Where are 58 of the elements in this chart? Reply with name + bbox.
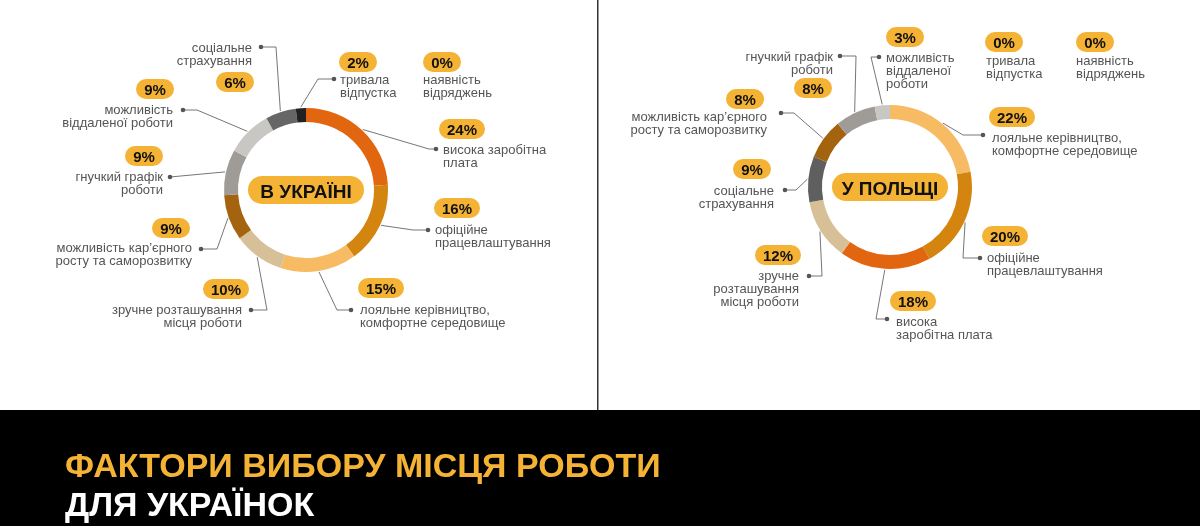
- slice-label: гнучкий графік роботи: [75, 168, 164, 197]
- slice-label: лояльне керівництво, комфортне середовище: [992, 129, 1138, 158]
- text: 0%: [431, 53, 453, 71]
- data-label: 8%: [802, 79, 824, 97]
- data-label: 8%: [734, 90, 756, 108]
- slice-label: можливість кар’єрного росту та саморозвитку: [55, 239, 193, 268]
- donut-slice: [224, 150, 247, 196]
- text: 0%: [993, 33, 1015, 51]
- donut-slice: [266, 108, 298, 131]
- data-label: 12%: [762, 246, 794, 264]
- slice-label: офіційне працевлаштування: [987, 249, 1103, 278]
- slice-label: можливість кар’єрного росту та саморозвитку: [630, 108, 768, 137]
- data-label: 24%: [446, 120, 478, 138]
- data-label: 6%: [224, 73, 246, 91]
- data-label: 15%: [365, 279, 397, 297]
- slice-label: зручне розташування місця роботи: [112, 301, 242, 330]
- slice-label: висока заробітна плата: [443, 141, 547, 170]
- legend-label: наявність відряджень: [423, 71, 493, 100]
- donut-slice: [837, 106, 878, 135]
- text: В УКРАЇНІ: [260, 180, 352, 202]
- data-label: 10%: [210, 280, 242, 298]
- donut-slice: [280, 245, 355, 272]
- donut-slice: [890, 105, 971, 175]
- slice-label: гнучкий графік роботи: [745, 48, 834, 77]
- slice-label: можливість віддаленої роботи: [886, 49, 955, 91]
- donut-slice: [224, 194, 251, 239]
- donut-slice: [813, 123, 847, 162]
- slice-label: офіційне працевлаштування: [435, 221, 551, 250]
- slice-label: тривала відпустка: [340, 71, 398, 100]
- slice-label: лояльне керівництво, комфортне середовище: [360, 301, 506, 330]
- data-label: 9%: [144, 80, 166, 98]
- data-label: 16%: [441, 199, 473, 217]
- text: У ПОЛЬЩІ: [841, 177, 939, 199]
- slice-label: висока заробітна плата: [896, 313, 994, 342]
- donut-slice: [295, 108, 306, 123]
- data-label: 3%: [894, 28, 916, 46]
- donut-slice: [234, 118, 274, 158]
- data-label: 2%: [347, 53, 369, 71]
- slice-label: соціальне страхування: [698, 182, 774, 211]
- donut-slice: [239, 229, 285, 268]
- donut-slice: [808, 156, 827, 203]
- data-label: 9%: [741, 160, 763, 178]
- slice-label: соціальне страхування: [176, 39, 252, 68]
- data-label: 9%: [133, 147, 155, 165]
- donut-slice: [809, 199, 851, 254]
- legend-label: наявність відряджень: [1076, 52, 1146, 81]
- data-label: 20%: [989, 227, 1021, 245]
- text: ДЛЯ УКРАЇНОК: [65, 485, 315, 523]
- data-label: 18%: [897, 292, 929, 310]
- text: ФАКТОРИ ВИБОРУ МІСЦЯ РОБОТИ: [65, 446, 661, 484]
- text: 0%: [1084, 33, 1106, 51]
- data-label: 22%: [996, 108, 1028, 126]
- donut-slice: [841, 242, 930, 269]
- legend-label: тривала відпустка: [986, 52, 1044, 81]
- slice-label: зручне розташування місця роботи: [713, 267, 799, 309]
- slice-label: можливість віддаленої роботи: [62, 101, 174, 130]
- donut-slice: [874, 105, 890, 121]
- data-label: 9%: [160, 219, 182, 237]
